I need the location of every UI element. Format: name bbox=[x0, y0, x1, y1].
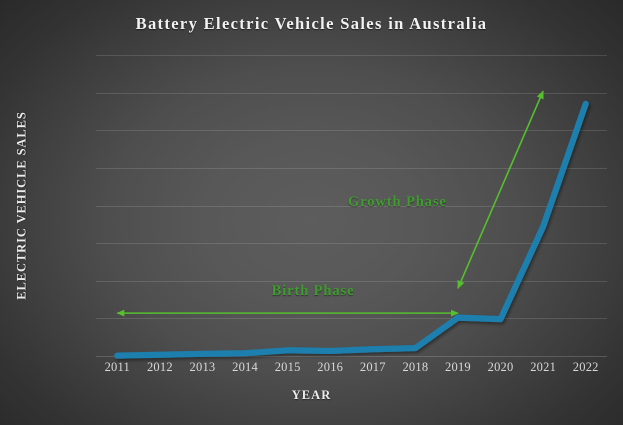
x-axis-title: YEAR bbox=[291, 388, 332, 402]
x-axis-tick: 2012 bbox=[146, 360, 173, 374]
x-axis-tick: 2018 bbox=[402, 360, 429, 374]
x-axis-tick: 2017 bbox=[359, 360, 386, 374]
birth-phase-label: Birth Phase bbox=[271, 283, 355, 300]
gridline bbox=[96, 356, 607, 357]
x-axis-tick: 2022 bbox=[572, 360, 599, 374]
x-axis-tick: 2021 bbox=[530, 360, 557, 374]
gridline bbox=[96, 167, 607, 169]
x-axis-tick: 2019 bbox=[445, 360, 471, 374]
x-axis-tick: 2016 bbox=[317, 360, 344, 374]
gridline bbox=[96, 92, 607, 94]
y-axis-title-label: ELECTRIC VEHICLE SALES bbox=[14, 111, 29, 300]
gridline bbox=[96, 130, 607, 132]
gridline bbox=[96, 243, 607, 245]
x-axis-tick: 2013 bbox=[189, 360, 216, 374]
x-axis-tick-labels: 2011 2012 2013 2014 2015 2016 2017 2018 2019 2020… bbox=[96, 360, 607, 382]
gridline bbox=[96, 280, 607, 282]
growth-phase-label: Growth Phase bbox=[347, 194, 447, 211]
x-axis-tick: 2014 bbox=[232, 360, 258, 374]
x-axis-tick: 2015 bbox=[274, 360, 301, 374]
gridline bbox=[96, 318, 607, 320]
x-axis-tick: 2020 bbox=[487, 360, 514, 374]
chart-title: Battery Electric Vehicle Sales in Austra… bbox=[135, 14, 488, 33]
x-axis-tick: 2011 bbox=[104, 360, 130, 374]
y-axis-title: ELECTRIC VEHICLE SALES bbox=[13, 55, 31, 356]
gridline bbox=[96, 55, 607, 56]
